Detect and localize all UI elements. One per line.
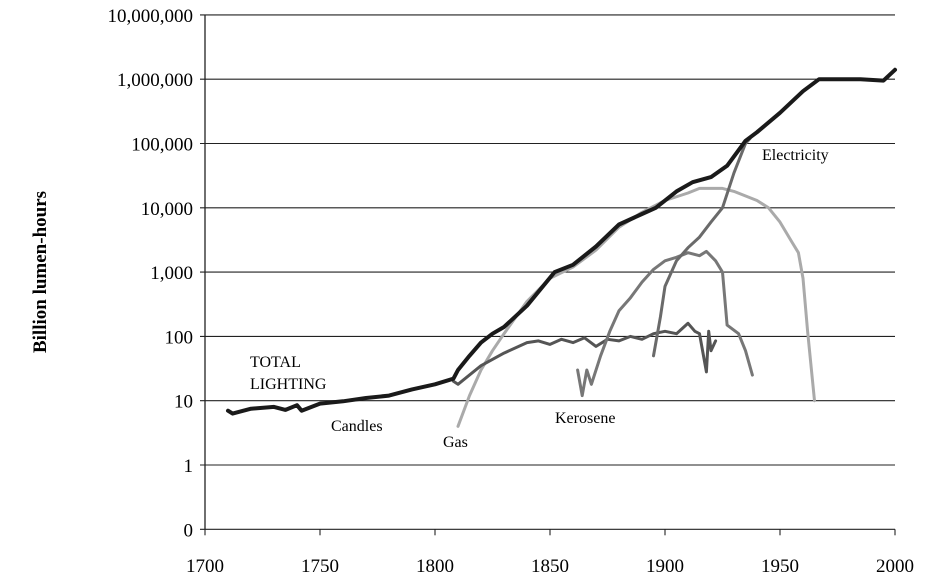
label-electricity: Electricity bbox=[762, 147, 829, 164]
series-kerosene bbox=[576, 249, 754, 398]
x-tick-labels: 1700 1750 1800 1850 1900 1950 2000 bbox=[186, 556, 914, 577]
series-candles bbox=[451, 321, 718, 386]
y-tick-label: 1,000 bbox=[150, 263, 193, 284]
x-tick-label: 2000 bbox=[876, 556, 914, 577]
y-tick-label: 0 bbox=[184, 520, 194, 541]
label-total-lighting: TOTAL bbox=[250, 354, 301, 371]
series-lines bbox=[226, 67, 897, 428]
label-gas: Gas bbox=[443, 434, 468, 451]
x-tick-label: 1800 bbox=[416, 556, 454, 577]
x-tick-label: 1750 bbox=[301, 556, 339, 577]
y-tick-label: 10,000 bbox=[141, 199, 193, 220]
series-total-lighting bbox=[226, 67, 897, 416]
x-tick-label: 1700 bbox=[186, 556, 224, 577]
x-tick-label: 1900 bbox=[646, 556, 684, 577]
y-tick-label: 100 bbox=[165, 327, 194, 348]
y-tick-label: 10 bbox=[174, 392, 193, 413]
y-tick-label: 10,000,000 bbox=[108, 6, 194, 27]
y-axis-label: Billion lumen-hours bbox=[30, 191, 51, 353]
series-gas bbox=[456, 186, 816, 428]
y-tick-labels: 0 1 10 100 1,000 10,000 100,000 1,000,000 10,000… bbox=[108, 6, 194, 541]
y-tick-label: 1,000,000 bbox=[117, 70, 193, 91]
x-tick-label: 1950 bbox=[761, 556, 799, 577]
label-kerosene: Kerosene bbox=[555, 410, 615, 427]
series-electricity bbox=[652, 136, 752, 358]
x-tick-label: 1850 bbox=[531, 556, 569, 577]
label-total-lighting-2: LIGHTING bbox=[250, 376, 327, 393]
grid-lines bbox=[200, 14, 896, 536]
y-tick-label: 100,000 bbox=[131, 135, 193, 156]
label-candles: Candles bbox=[331, 418, 383, 435]
y-tick-label: 1 bbox=[184, 456, 194, 477]
